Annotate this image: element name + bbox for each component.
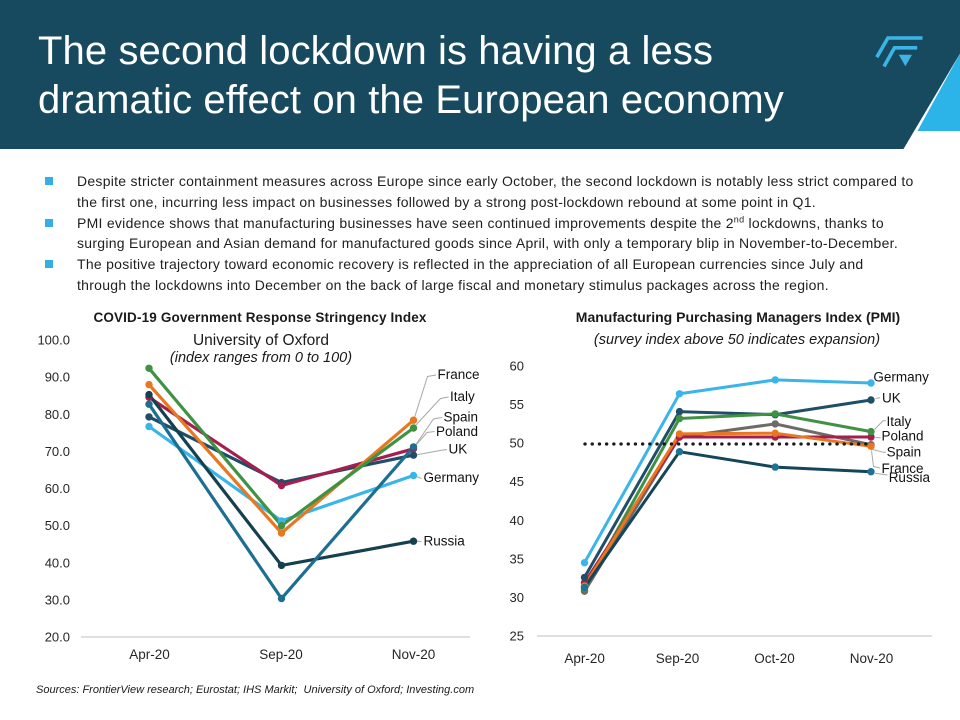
svg-text:Russia: Russia (889, 470, 931, 485)
svg-text:(survey index above 50 indicat: (survey index above 50 indicates expansi… (594, 332, 880, 348)
svg-text:Italy: Italy (450, 389, 475, 404)
svg-text:40: 40 (510, 513, 524, 528)
svg-text:60.0: 60.0 (45, 481, 70, 496)
svg-text:Sep-20: Sep-20 (656, 651, 700, 666)
svg-text:20.0: 20.0 (45, 630, 70, 645)
svg-text:UK: UK (882, 391, 901, 406)
svg-text:35: 35 (510, 551, 524, 566)
svg-text:70.0: 70.0 (45, 444, 70, 459)
svg-text:45: 45 (510, 474, 524, 489)
svg-text:Germany: Germany (424, 470, 480, 485)
svg-text:50.0: 50.0 (45, 518, 70, 533)
svg-text:Sep-20: Sep-20 (259, 647, 303, 662)
svg-text:40.0: 40.0 (45, 555, 70, 570)
svg-text:55: 55 (510, 397, 524, 412)
svg-text:Poland: Poland (436, 424, 478, 439)
svg-text:Oct-20: Oct-20 (754, 651, 795, 666)
svg-text:25: 25 (510, 629, 524, 644)
svg-text:(index ranges from 0 to 100): (index ranges from 0 to 100) (170, 350, 352, 366)
svg-text:30.0: 30.0 (45, 592, 70, 607)
svg-text:Apr-20: Apr-20 (129, 647, 170, 662)
svg-text:Poland: Poland (882, 429, 924, 444)
svg-text:80.0: 80.0 (45, 407, 70, 422)
svg-text:Nov-20: Nov-20 (850, 651, 894, 666)
svg-text:University of Oxford: University of Oxford (193, 332, 329, 349)
svg-text:Apr-20: Apr-20 (564, 651, 605, 666)
svg-text:COVID-19 Government Response S: COVID-19 Government Response Stringency … (93, 310, 426, 325)
svg-text:30: 30 (510, 590, 524, 605)
svg-text:Spain: Spain (444, 410, 479, 425)
svg-text:France: France (882, 461, 924, 476)
svg-text:90.0: 90.0 (45, 370, 70, 385)
svg-text:Italy: Italy (887, 414, 912, 429)
svg-text:Spain: Spain (887, 445, 922, 460)
svg-text:60: 60 (510, 359, 524, 374)
svg-text:UK: UK (449, 442, 468, 457)
svg-text:50: 50 (510, 436, 524, 451)
svg-text:Russia: Russia (424, 533, 466, 548)
svg-text:Nov-20: Nov-20 (392, 647, 436, 662)
svg-text:France: France (438, 367, 480, 382)
svg-text:Manufacturing Purchasing Manag: Manufacturing Purchasing Managers Index … (576, 309, 900, 325)
svg-text:100.0: 100.0 (37, 333, 70, 348)
svg-text:Germany: Germany (873, 370, 929, 385)
